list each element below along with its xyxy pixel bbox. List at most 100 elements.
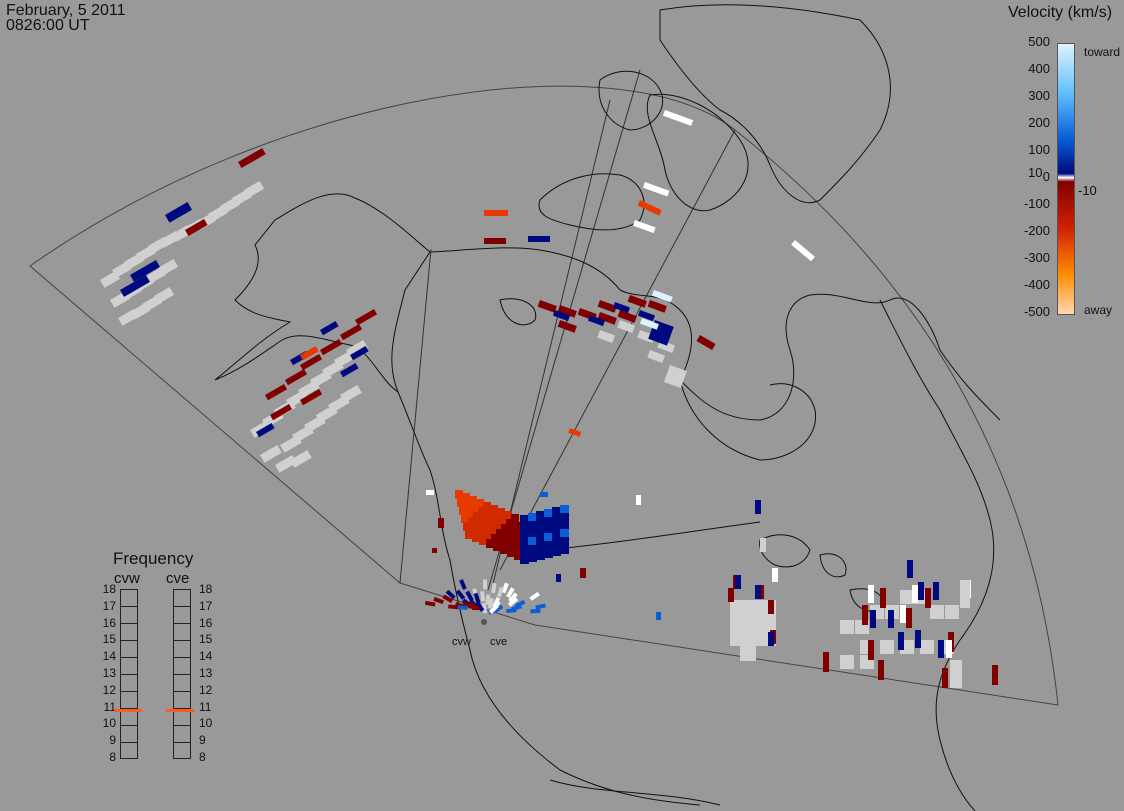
frequency-tick: 12	[102, 682, 116, 697]
scatter-cell	[469, 601, 480, 611]
scatter-cell	[627, 295, 647, 308]
scatter-cell	[791, 240, 815, 262]
velocity-tick: 0	[1042, 169, 1050, 184]
scatter-cell	[507, 597, 519, 607]
scatter-cell	[536, 511, 545, 520]
scatter-cell	[760, 615, 776, 631]
scatter-cell	[536, 527, 545, 536]
scatter-cell	[520, 523, 529, 532]
scatter-cell	[475, 601, 485, 612]
scatter-cell	[501, 524, 509, 533]
scatter-cell	[494, 521, 502, 530]
scatter-cell	[484, 210, 508, 216]
frequency-tick: 8	[199, 750, 206, 764]
scatter-cell	[862, 605, 868, 625]
scatter-cell	[745, 630, 761, 646]
scatter-cell	[552, 515, 561, 524]
scatter-cell	[651, 290, 673, 303]
scatter-cell	[840, 655, 854, 669]
scatter-cell	[587, 315, 606, 327]
frequency-tick: 15	[102, 632, 116, 647]
scatter-cell	[475, 520, 483, 529]
scatter-cell	[960, 580, 970, 608]
scatter-cell	[560, 545, 569, 554]
scatter-cell	[568, 428, 582, 437]
scatter-cell	[823, 652, 829, 672]
scatter-cell	[500, 545, 508, 554]
scatter-cell	[552, 547, 561, 556]
scatter-cell	[536, 543, 545, 552]
scatter-cell	[442, 594, 454, 603]
scatter-cell	[488, 604, 499, 614]
scatter-cell	[256, 423, 275, 438]
scatter-cell	[536, 535, 545, 544]
velocity-tick: -400	[1023, 277, 1050, 292]
scatter-cell	[530, 609, 541, 614]
scatter-cell	[285, 369, 308, 386]
scatter-cell	[878, 660, 884, 680]
scatter-cell	[433, 597, 445, 605]
frequency-title: Frequency	[113, 549, 194, 568]
scatter-cell	[528, 529, 537, 538]
frequency-radar-cve-label: cve	[166, 570, 190, 587]
scatter-cell	[483, 502, 491, 511]
frequency-tick: 13	[199, 666, 213, 680]
scatter-cell	[636, 495, 641, 505]
scatter-cell	[508, 527, 516, 536]
scatter-cell	[528, 236, 550, 242]
scatter-cell	[920, 640, 934, 654]
scatter-cell	[537, 300, 557, 313]
frequency-radar-cvw-label: cvw	[114, 570, 140, 587]
frequency-cell	[174, 675, 190, 692]
frequency-cell	[121, 607, 137, 624]
scatter-cell	[465, 530, 473, 539]
frequency-cell	[174, 641, 190, 658]
scatter-cell	[735, 575, 741, 589]
scatter-cell	[477, 528, 485, 537]
scatter-cell	[637, 309, 656, 322]
scatter-cell	[544, 517, 553, 526]
scatter-cell	[755, 500, 761, 514]
scatter-cell	[355, 309, 378, 326]
scatter-cell	[299, 346, 319, 361]
scatter-cell	[501, 582, 509, 594]
scatter-cell	[560, 513, 569, 522]
scatter-cell	[484, 531, 492, 540]
velocity-tick: -200	[1023, 223, 1050, 238]
scatter-cell	[612, 302, 631, 314]
scatter-cell	[540, 492, 548, 497]
frequency-tick: 11	[199, 699, 212, 714]
scatter-cell	[745, 600, 761, 616]
scatter-cell	[184, 219, 208, 237]
site-label-cvw: cvw	[452, 636, 471, 648]
scatter-cell	[755, 585, 761, 599]
scatter-cell	[290, 450, 312, 468]
scatter-cell	[506, 608, 517, 614]
scatter-cell	[469, 496, 477, 505]
scatter-cell	[470, 525, 478, 534]
scatter-cell	[468, 517, 476, 526]
frequency-tick: 12	[199, 682, 213, 697]
scatter-cell	[930, 605, 944, 619]
scatter-cell	[772, 568, 778, 582]
scatter-cell	[339, 324, 363, 341]
scatter-cell	[544, 541, 553, 550]
scatter-cell	[642, 182, 670, 197]
scatter-cell	[119, 275, 150, 297]
scatter-cell	[270, 404, 293, 421]
scatter-cell	[164, 202, 193, 223]
scatter-cell	[925, 588, 931, 608]
scatter-cell	[528, 545, 537, 554]
scatter-cell	[473, 592, 481, 604]
scatter-cell	[528, 537, 537, 546]
scatter-cell	[505, 540, 513, 549]
scatter-cell	[465, 590, 474, 602]
scatter-cell	[482, 523, 490, 532]
scatter-cell	[464, 501, 472, 510]
frequency-cell	[121, 726, 137, 743]
frequency-cell	[174, 624, 190, 641]
scatter-cell	[438, 518, 444, 528]
scatter-cell	[637, 330, 656, 343]
scatter-cell	[520, 515, 529, 524]
velocity-tick: 300	[1028, 88, 1050, 103]
